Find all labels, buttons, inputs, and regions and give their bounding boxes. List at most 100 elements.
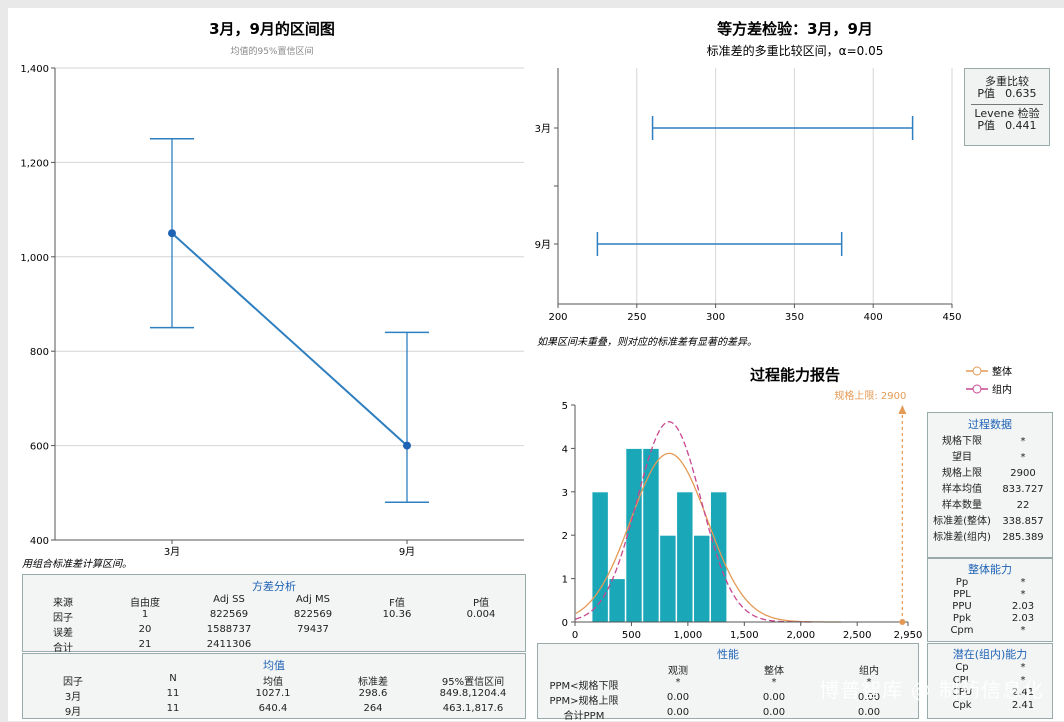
hist-ytick-label: 1: [562, 575, 568, 586]
anova-header: 方差分析: [252, 580, 296, 593]
multi-compare-label: 多重比较: [985, 75, 1029, 88]
levene-p-label: P值: [977, 119, 996, 132]
table-cell: Pp: [955, 577, 969, 588]
table-cell: *: [866, 677, 872, 688]
interval-xtick-label: 9月: [399, 546, 415, 558]
table-cell: 21: [138, 639, 152, 650]
table-cell: *: [1020, 625, 1026, 636]
table-cell: PPU: [952, 601, 972, 612]
table-cell: 463.1,817.6: [442, 703, 504, 714]
hist-ytick-label: 2: [562, 531, 568, 542]
performance-box: 性能 观测 整体 组内 PPM<规格下限 * * * PPM>规格上限 0.00 0.00 0.00…: [537, 643, 919, 722]
table-cell: 2.41: [1011, 699, 1035, 711]
process-data-row: 样本数量 22: [928, 498, 1052, 514]
table-cell: 0.00: [857, 692, 881, 703]
anova-row: 误差 20 1588737 79437: [23, 624, 525, 639]
table-cell: CPL: [952, 674, 972, 686]
table-cell: *: [675, 677, 681, 688]
table-cell: 0.00: [666, 692, 690, 703]
table-cell: *: [1020, 674, 1026, 686]
potential-capability-row: CPL *: [928, 675, 1052, 688]
interval-ytick-label: 1,400: [20, 64, 49, 75]
variance-xtick-label: 450: [942, 312, 961, 323]
hist-bar: [676, 491, 694, 623]
process-data-row: 望目 *: [928, 450, 1052, 466]
table-cell: *: [1020, 452, 1026, 463]
table-cell: 0.00: [857, 707, 881, 718]
hist-bar: [659, 534, 677, 623]
table-cell: 79437: [297, 624, 329, 635]
table-cell: 标准差: [358, 677, 388, 688]
performance-row: PPM<规格下限 * * *: [538, 677, 918, 692]
table-cell: 1: [141, 609, 149, 620]
table-cell: 2.03: [1011, 601, 1035, 612]
levene-label: Levene 检验: [974, 107, 1040, 120]
interval-title: 3月，9月的区间图: [209, 20, 335, 38]
interval-ytick-label: 800: [30, 347, 49, 358]
interval-note: 用组合标准差计算区间。: [22, 558, 132, 570]
table-cell: 0.004: [466, 609, 496, 620]
performance-header: 性能: [717, 648, 739, 661]
within-normal-curve: [575, 421, 814, 623]
capability-legend: 整体 组内: [966, 365, 1012, 396]
overall-capability-row: PPL *: [928, 589, 1052, 601]
potential-capability-header: 潜在(组内)能力: [952, 648, 1028, 661]
anova-rows: 来源 自由度 Adj SS Adj MS F值 P值 因子 1 822569 822569 10.3…: [23, 594, 525, 654]
hist-xtick-label: 500: [622, 630, 641, 641]
process-data-row: 样本均值 833.727: [928, 482, 1052, 498]
overall-capability-row: PPU 2.03: [928, 601, 1052, 613]
table-cell: 因子: [53, 613, 73, 624]
table-cell: [271, 639, 355, 654]
process-data-box: 过程数据 规格下限 * 望目 * 规格上限 2900 样本均值 833.727 样本数量 22 标准…: [927, 412, 1053, 558]
means-table: 均值 因子 N 均值 标准差 95%置信区间 3月 11 1027.1 298.6 849.8,1…: [22, 653, 526, 719]
table-cell: [355, 624, 439, 639]
table-cell: 1027.1: [255, 688, 291, 699]
table-cell: 误差: [53, 628, 73, 639]
multi-compare-p: P值 0.635: [965, 88, 1049, 100]
potential-capability-box: 潜在(组内)能力 Cp * CPL * CPU 2.41 Cpk 2.41: [927, 643, 1053, 719]
levene-p: P值 0.441: [965, 120, 1049, 132]
table-cell: 整体: [764, 666, 784, 677]
legend-divider: [971, 104, 1043, 105]
table-cell: 95%置信区间: [441, 677, 505, 688]
table-cell: Ppk: [952, 613, 972, 624]
process-data-row: 规格上限 2900: [928, 466, 1052, 482]
process-data-row: 规格下限 *: [928, 434, 1052, 450]
hist-ytick-label: 5: [562, 401, 568, 412]
hist-bar: [608, 578, 626, 623]
table-cell: [439, 639, 523, 654]
hist-bar: [625, 447, 643, 623]
table-cell: 组内: [859, 666, 879, 677]
table-cell: 因子: [63, 677, 83, 688]
legend-within-label: 组内: [992, 383, 1012, 396]
table-cell: 规格上限: [942, 468, 982, 479]
table-cell: 0.00: [762, 707, 786, 718]
potential-capability-row: Cp *: [928, 662, 1052, 675]
anova-row: 合计 21 2411306: [23, 639, 525, 654]
variance-xtick-label: 250: [627, 312, 646, 323]
means-row: 3月 11 1027.1 298.6 849.8,1204.4: [23, 688, 525, 703]
interval-subtitle: 均值的95%置信区间: [230, 45, 313, 57]
table-cell: Cpm: [950, 625, 974, 636]
process-data-header: 过程数据: [968, 418, 1012, 431]
potential-capability-rows: Cp * CPL * CPU 2.41 Cpk 2.41: [928, 662, 1052, 712]
overall-capability-header: 整体能力: [968, 563, 1012, 576]
hist-ytick-label: 0: [562, 618, 568, 629]
table-cell: 标准差(组内): [933, 532, 991, 543]
table-cell: 1588737: [206, 624, 252, 635]
interval-ytick-label: 400: [30, 536, 49, 547]
interval-ytick-label: 1,000: [20, 253, 49, 264]
table-cell: 264: [363, 703, 383, 714]
anova-column-headers: 来源 自由度 Adj SS Adj MS F值 P值: [23, 594, 525, 609]
table-cell: 样本数量: [942, 500, 982, 511]
performance-rows: 观测 整体 组内 PPM<规格下限 * * * PPM>规格上限 0.00 0.00 0.00 合计P…: [538, 662, 918, 722]
table-cell: 0.00: [762, 692, 786, 703]
interval-mean-line: [171, 232, 408, 447]
table-cell: 285.389: [1002, 532, 1044, 543]
table-cell: Cpk: [952, 699, 972, 711]
levene-p-value: 0.441: [1005, 119, 1037, 132]
interval-xtick-label: 3月: [164, 546, 180, 558]
table-cell: 833.727: [1002, 484, 1044, 495]
